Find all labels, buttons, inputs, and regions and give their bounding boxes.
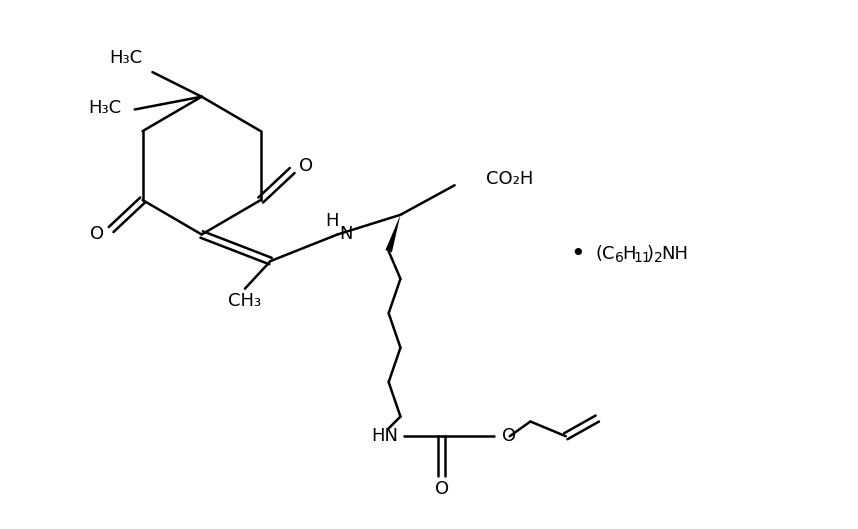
Text: H: H bbox=[622, 245, 636, 263]
Text: H₃C: H₃C bbox=[88, 98, 121, 116]
Text: HN: HN bbox=[372, 427, 398, 445]
Text: CO₂H: CO₂H bbox=[486, 170, 534, 188]
Text: 11: 11 bbox=[634, 251, 651, 265]
Text: H₃C: H₃C bbox=[110, 49, 142, 67]
Text: 6: 6 bbox=[615, 251, 624, 265]
Text: O: O bbox=[502, 427, 516, 445]
Text: O: O bbox=[435, 480, 449, 498]
Text: N: N bbox=[340, 225, 353, 243]
Text: CH₃: CH₃ bbox=[228, 293, 262, 311]
Text: O: O bbox=[90, 225, 105, 243]
Text: O: O bbox=[299, 157, 313, 175]
Text: (C: (C bbox=[595, 245, 615, 263]
Text: 2: 2 bbox=[655, 251, 663, 265]
Text: ): ) bbox=[647, 245, 654, 263]
Polygon shape bbox=[385, 215, 401, 252]
Text: H: H bbox=[325, 212, 338, 230]
Text: NH: NH bbox=[662, 245, 688, 263]
Text: •: • bbox=[571, 242, 585, 266]
